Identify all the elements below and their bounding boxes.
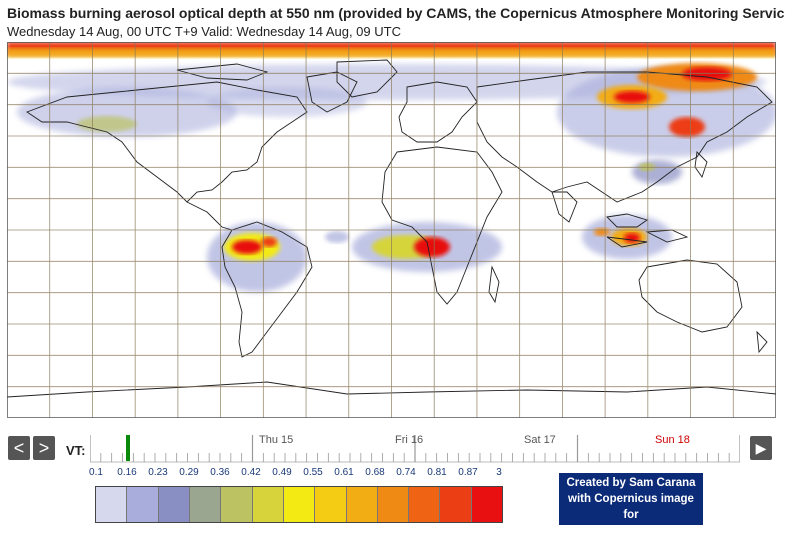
timeline-track[interactable] <box>90 433 740 463</box>
chevron-right-icon: > <box>38 438 50 458</box>
legend-tick-label: 0.68 <box>365 467 385 478</box>
legend-tick-label: 0.36 <box>210 467 230 478</box>
coastlines <box>7 59 776 398</box>
legend-swatch <box>127 487 159 522</box>
legend-tick-label: 0.1 <box>89 467 103 478</box>
legend-swatch <box>315 487 347 522</box>
next-button[interactable]: > <box>33 436 55 460</box>
legend-swatch <box>471 487 503 522</box>
legend-tick-label: 0.87 <box>458 467 478 478</box>
legend-swatch <box>409 487 441 522</box>
page-subtitle: Wednesday 14 Aug, 00 UTC T+9 Valid: Wedn… <box>7 24 401 39</box>
map-frame <box>7 42 776 418</box>
legend-swatch <box>283 487 316 522</box>
graticule <box>7 42 776 418</box>
legend-swatch <box>158 487 190 522</box>
legend-swatch <box>221 487 253 522</box>
legend-tick-label: 0.49 <box>272 467 292 478</box>
day-label-fri[interactable]: Fri 16 <box>395 434 424 446</box>
credit-line-1: Created by Sam Carana <box>566 477 696 489</box>
legend-tick-label: 0.61 <box>334 467 354 478</box>
day-label-thu[interactable]: Thu 15 <box>259 434 294 446</box>
legend-swatch <box>346 487 378 522</box>
play-icon: ▶ <box>755 440 767 456</box>
timeline-ticks <box>90 435 740 462</box>
legend-swatch <box>377 487 410 522</box>
world-aerosol-map <box>7 42 776 418</box>
prev-button[interactable]: < <box>8 436 30 460</box>
day-label-sun[interactable]: Sun 18 <box>655 434 690 446</box>
europe-outline <box>398 81 478 143</box>
legend-tick-label: 0.29 <box>179 467 199 478</box>
south-america-outline <box>221 221 313 358</box>
timeline-cursor[interactable] <box>126 435 130 461</box>
legend-tick-label: 0.42 <box>241 467 261 478</box>
legend-swatch <box>252 487 284 522</box>
page-title: Biomass burning aerosol optical depth at… <box>7 5 785 21</box>
legend-color-bar <box>95 486 503 523</box>
legend-swatch <box>440 487 472 522</box>
play-button[interactable]: ▶ <box>750 436 772 460</box>
credit-line-2: with Copernicus image for <box>568 493 694 521</box>
antarctica-outline <box>7 381 776 398</box>
day-label-sat[interactable]: Sat 17 <box>524 434 556 446</box>
credit-line-3: Arctic-news.blogspot.com <box>559 525 703 537</box>
legend-tick-label: 0.55 <box>303 467 323 478</box>
australia-outline <box>638 259 743 333</box>
north-america-outline <box>26 81 308 203</box>
credit-box: Created by Sam Carana with Copernicus im… <box>559 473 703 537</box>
legend-tick-label: 0.23 <box>148 467 168 478</box>
legend-tick-label: 0.81 <box>427 467 447 478</box>
legend-tick-label: 0.74 <box>396 467 416 478</box>
vt-label: VT: <box>66 443 86 458</box>
legend-tick-label: 3 <box>496 467 502 478</box>
legend-swatch <box>189 487 222 522</box>
africa-outline <box>381 146 503 305</box>
chevron-left-icon: < <box>13 438 25 458</box>
legend-tick-label: 0.16 <box>117 467 137 478</box>
legend-swatch <box>96 487 128 522</box>
